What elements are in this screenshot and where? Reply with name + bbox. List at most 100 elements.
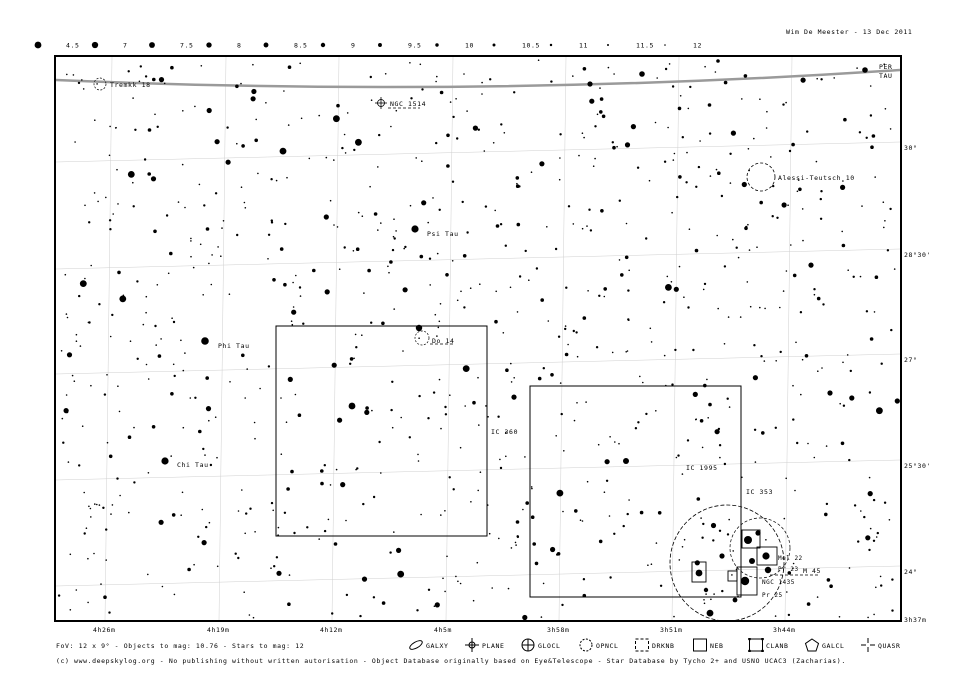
magnitude-label: 7 (123, 42, 128, 50)
star (673, 286, 679, 292)
star (397, 570, 405, 578)
star (681, 546, 684, 548)
star (182, 426, 185, 429)
star (576, 402, 578, 404)
star (355, 468, 357, 471)
star (85, 527, 88, 529)
star (446, 133, 450, 138)
star (181, 491, 184, 494)
star (377, 166, 379, 168)
star (891, 609, 894, 612)
star (291, 309, 297, 315)
star (318, 114, 321, 117)
star (283, 282, 287, 287)
star (270, 219, 273, 222)
star (429, 284, 432, 286)
star (270, 567, 272, 569)
star (755, 530, 761, 536)
star (687, 107, 690, 110)
star (348, 402, 356, 410)
star (216, 565, 219, 568)
star (582, 316, 587, 320)
star (103, 595, 107, 599)
star (572, 75, 574, 77)
star (64, 273, 67, 276)
star (498, 537, 500, 540)
star (333, 159, 335, 161)
star (882, 201, 885, 203)
star (740, 576, 750, 586)
star (771, 215, 774, 218)
star (235, 84, 239, 89)
star (463, 306, 466, 309)
star (782, 290, 785, 292)
star (559, 133, 562, 136)
star (378, 440, 381, 444)
star (495, 224, 500, 228)
galaxy-cluster-icon (804, 638, 820, 652)
star (444, 590, 446, 593)
star (554, 247, 558, 251)
label-tremkk: Tremkk 18 (110, 81, 151, 89)
star (884, 220, 886, 222)
star (703, 602, 706, 605)
star (779, 350, 782, 354)
star (817, 370, 819, 373)
star (611, 141, 614, 144)
star (618, 199, 621, 202)
star (302, 322, 305, 325)
star (849, 395, 855, 401)
star (594, 157, 596, 160)
star (701, 446, 704, 449)
star (572, 223, 575, 225)
star (572, 329, 575, 333)
star (487, 416, 489, 418)
star (106, 441, 109, 444)
star (61, 417, 64, 420)
star (522, 508, 524, 511)
star (352, 250, 355, 252)
star (462, 254, 467, 258)
star (625, 222, 628, 225)
star (783, 517, 786, 520)
star (714, 429, 720, 435)
star (557, 335, 561, 338)
star (190, 240, 192, 242)
star (457, 580, 459, 583)
star (243, 201, 246, 204)
star (205, 227, 210, 231)
star (353, 357, 355, 360)
star (489, 78, 492, 81)
star (194, 396, 197, 399)
star (874, 176, 876, 178)
star (410, 97, 413, 100)
star (369, 185, 371, 188)
star (869, 337, 874, 341)
star (357, 211, 360, 214)
star (402, 350, 404, 352)
star (589, 229, 593, 232)
planetary-nebula-icon (465, 638, 479, 652)
magnitude-label: 11 (579, 42, 588, 50)
star (530, 171, 533, 173)
star (749, 305, 752, 308)
star (787, 204, 789, 206)
star (804, 354, 809, 358)
star (770, 156, 772, 158)
star (729, 152, 732, 155)
star (788, 149, 792, 153)
star (588, 208, 591, 211)
star (614, 441, 616, 443)
star (599, 97, 604, 101)
star (182, 110, 184, 112)
star (785, 270, 788, 272)
star (681, 136, 684, 139)
star (718, 444, 722, 447)
star (746, 281, 749, 283)
star (813, 456, 816, 459)
legend-globular-label: GLOCL (538, 642, 561, 650)
star (94, 503, 96, 505)
star (579, 519, 582, 521)
star (681, 473, 684, 475)
